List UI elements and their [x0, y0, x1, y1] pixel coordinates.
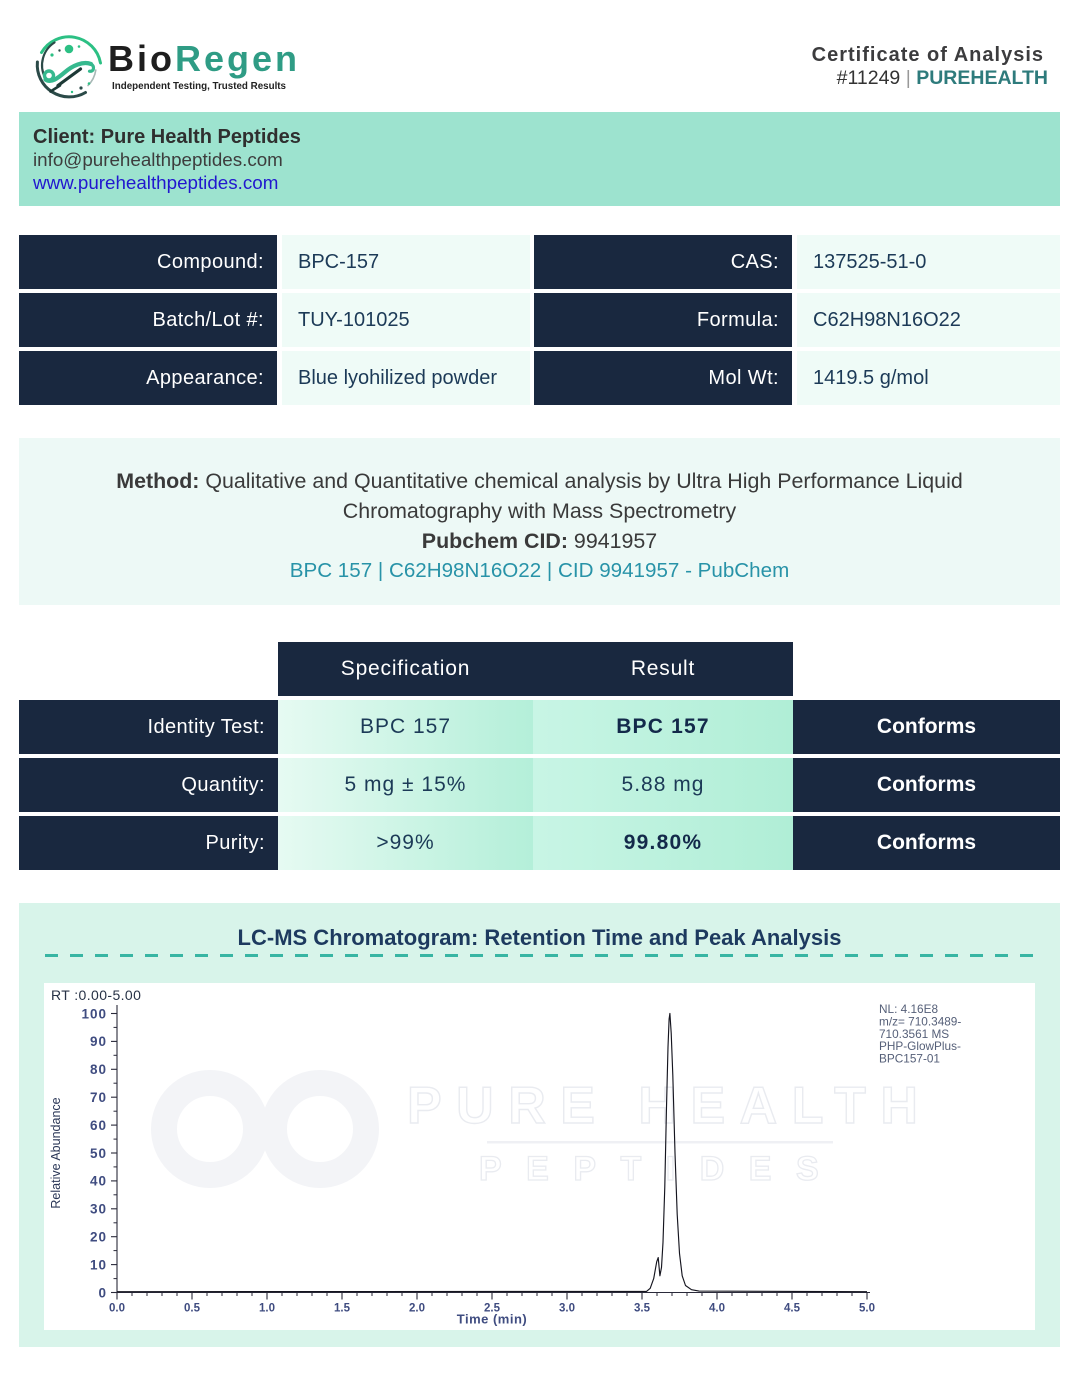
svg-text:30: 30 [90, 1202, 107, 1217]
svg-text:3.0: 3.0 [559, 1303, 575, 1315]
svg-text:4.0: 4.0 [709, 1303, 725, 1315]
svg-text:m/z= 710.3489-: m/z= 710.3489- [879, 1014, 961, 1028]
svg-text:1.5: 1.5 [334, 1303, 351, 1315]
svg-text:40: 40 [90, 1174, 107, 1189]
svg-text:70: 70 [90, 1090, 107, 1105]
svg-text:60: 60 [90, 1118, 107, 1133]
svg-text:2.0: 2.0 [409, 1303, 425, 1315]
svg-text:Relative Abundance: Relative Abundance [49, 1097, 63, 1208]
svg-text:3.5: 3.5 [634, 1303, 651, 1315]
svg-text:100: 100 [81, 1006, 107, 1021]
svg-text:5.0: 5.0 [859, 1303, 875, 1315]
svg-text:BPC157-01: BPC157-01 [879, 1052, 940, 1066]
svg-text:NL: 4.16E8: NL: 4.16E8 [879, 1002, 938, 1016]
svg-text:80: 80 [90, 1062, 107, 1077]
svg-text:0: 0 [98, 1285, 107, 1300]
svg-text:50: 50 [90, 1146, 107, 1161]
svg-text:1.0: 1.0 [259, 1303, 275, 1315]
svg-text:PEPTIDES: PEPTIDES [479, 1150, 843, 1188]
svg-text:710.3561 MS: 710.3561 MS [879, 1027, 949, 1041]
svg-text:0.5: 0.5 [184, 1303, 201, 1315]
svg-text:90: 90 [90, 1034, 107, 1049]
svg-text:0.0: 0.0 [109, 1303, 125, 1315]
svg-text:10: 10 [90, 1257, 107, 1272]
svg-text:20: 20 [90, 1230, 107, 1245]
svg-text:PHP-GlowPlus-: PHP-GlowPlus- [879, 1039, 961, 1053]
svg-text:2.5: 2.5 [484, 1303, 501, 1315]
svg-text:RT :0.00-5.00: RT :0.00-5.00 [51, 987, 141, 1003]
svg-text:4.5: 4.5 [784, 1303, 801, 1315]
svg-text:PURE HEALTH: PURE HEALTH [407, 1077, 932, 1135]
svg-text:Time (min): Time (min) [457, 1312, 528, 1327]
